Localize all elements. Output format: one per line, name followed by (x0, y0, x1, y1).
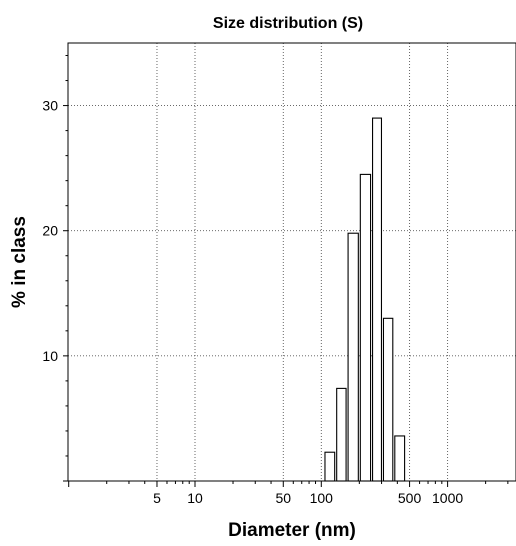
x-tick-label: 10 (187, 490, 203, 506)
x-tick-label: 5 (153, 490, 161, 506)
grid-lines (68, 43, 516, 481)
y-tick-label: 10 (42, 348, 58, 364)
axis-ticks (63, 55, 509, 487)
x-tick-label: 50 (275, 490, 291, 506)
y-tick-label: 20 (42, 223, 58, 239)
y-axis-label: % in class (9, 216, 30, 308)
histogram-bar (347, 232, 359, 482)
histogram-bar (382, 317, 394, 482)
plot-frame (67, 42, 516, 482)
x-tick-label: 500 (398, 490, 422, 506)
x-axis-label: Diameter (nm) (228, 520, 356, 541)
x-tick-label: 1000 (432, 490, 463, 506)
chart-title: Size distribution (S) (213, 15, 363, 32)
y-tick-label: 30 (42, 98, 58, 114)
histogram-bar (372, 117, 383, 482)
histogram-bar (394, 435, 406, 482)
histogram-bar (324, 451, 336, 482)
x-tick-label: 100 (310, 490, 334, 506)
bars (324, 117, 406, 482)
histogram-bar (336, 387, 347, 482)
histogram-bar (359, 173, 372, 482)
tick-labels: 5 10 50 100 500 1000 10 20 30 (42, 98, 463, 506)
